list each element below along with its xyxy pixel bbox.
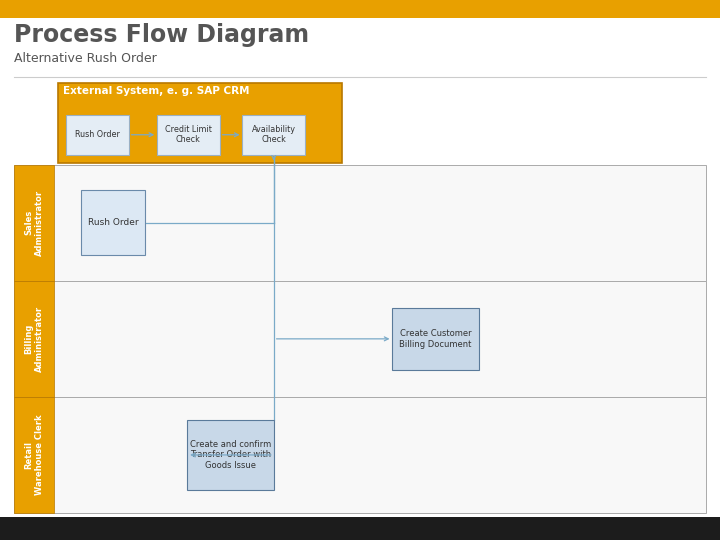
FancyBboxPatch shape bbox=[58, 83, 342, 163]
Text: Sales
Administrator: Sales Administrator bbox=[24, 190, 44, 256]
FancyBboxPatch shape bbox=[66, 115, 129, 154]
FancyBboxPatch shape bbox=[243, 115, 305, 154]
Text: © 2014 SAP SE or an SAP affiliate company. All rights reserved.: © 2014 SAP SE or an SAP affiliate compan… bbox=[11, 524, 254, 533]
Text: Credit Limit
Check: Credit Limit Check bbox=[165, 125, 212, 145]
Bar bbox=[14, 165, 54, 281]
Bar bbox=[14, 281, 54, 397]
FancyBboxPatch shape bbox=[187, 420, 274, 490]
Bar bbox=[14, 165, 706, 281]
Text: Alternative Rush Order: Alternative Rush Order bbox=[14, 52, 157, 65]
Bar bbox=[14, 281, 706, 397]
Text: Availability
Check: Availability Check bbox=[252, 125, 296, 145]
Bar bbox=[0, 0, 720, 18]
Text: Retail
Warehouse Clerk: Retail Warehouse Clerk bbox=[24, 415, 44, 495]
FancyBboxPatch shape bbox=[157, 115, 220, 154]
Text: Create Customer
Billing Document: Create Customer Billing Document bbox=[400, 329, 472, 348]
Bar bbox=[14, 397, 706, 513]
Text: Rush Order: Rush Order bbox=[88, 218, 138, 227]
FancyBboxPatch shape bbox=[81, 190, 145, 255]
Bar bbox=[14, 397, 54, 513]
Text: Billing
Administrator: Billing Administrator bbox=[24, 306, 44, 372]
Text: External System, e. g. SAP CRM: External System, e. g. SAP CRM bbox=[63, 86, 250, 97]
Bar bbox=[0, 517, 720, 540]
Text: Rush Order: Rush Order bbox=[75, 130, 120, 139]
FancyBboxPatch shape bbox=[392, 307, 479, 370]
Text: Process Flow Diagram: Process Flow Diagram bbox=[14, 23, 310, 46]
Text: Create and confirm
Transfer Order with
Goods Issue: Create and confirm Transfer Order with G… bbox=[190, 440, 271, 470]
Text: 5: 5 bbox=[703, 524, 709, 534]
